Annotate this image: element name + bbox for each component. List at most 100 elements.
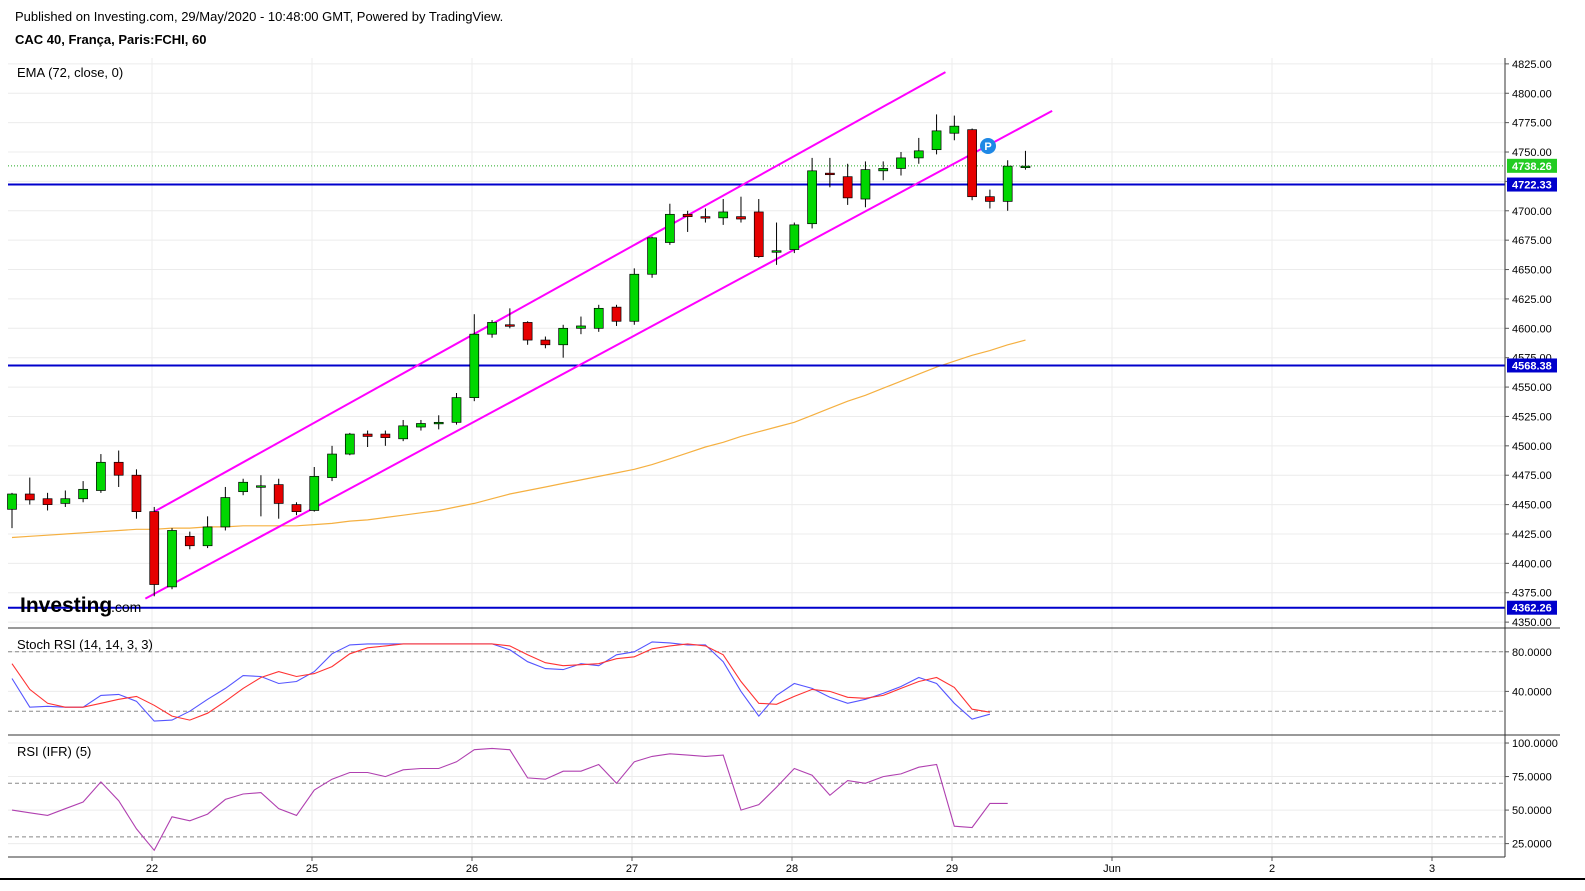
level-price-tag-text: 4722.33 <box>1512 180 1552 192</box>
x-tick-label: 2 <box>1269 863 1275 875</box>
candle-body <box>42 498 53 505</box>
candle-body <box>647 237 657 275</box>
y-tick-label: 25.0000 <box>1512 839 1552 851</box>
candle-body <box>273 484 284 504</box>
instrument-title: CAC 40, França, Paris:FCHI, 60 <box>15 32 207 47</box>
candle-body <box>967 129 977 198</box>
channel-upper-line <box>153 71 946 513</box>
pane-frames <box>0 58 1585 880</box>
candle-body <box>540 339 551 346</box>
candle-body <box>149 511 160 585</box>
y-tick-label: 4625.00 <box>1512 294 1552 306</box>
candle-body <box>913 150 924 159</box>
y-tick-label: 100.0000 <box>1512 738 1558 750</box>
y-tick-label: 4375.00 <box>1512 588 1552 600</box>
candle-body <box>558 327 569 346</box>
candle-body <box>1020 165 1031 168</box>
x-tick-label: 25 <box>306 863 318 875</box>
y-tick-label: 75.0000 <box>1512 772 1552 784</box>
stoch-rsi-line <box>11 643 990 721</box>
x-tick-label: 28 <box>786 863 798 875</box>
candle-body <box>949 125 960 134</box>
published-caption: Published on Investing.com, 29/May/2020 … <box>15 9 504 24</box>
candle-body <box>202 526 213 547</box>
candle-body <box>433 421 444 425</box>
candle-body <box>611 306 622 322</box>
candle-body <box>593 307 604 329</box>
y-tick-label: 4350.00 <box>1512 617 1552 629</box>
y-tick-label: 80.0000 <box>1512 647 1552 659</box>
candle-body <box>238 481 248 493</box>
chart-content <box>7 71 1505 852</box>
candle-body <box>629 273 640 322</box>
level-price-tag-text: 4568.38 <box>1512 360 1552 372</box>
svg-text:Investing: Investing <box>20 594 112 617</box>
level-price-tag-text: 4362.26 <box>1512 603 1552 615</box>
candle-body <box>807 170 817 225</box>
level-price-tag <box>1507 600 1557 615</box>
candle-body <box>789 224 800 250</box>
stoch-rsi-label: Stoch RSI (14, 14, 3, 3) <box>17 637 153 652</box>
y-tick-label: 40.0000 <box>1512 686 1552 698</box>
candle-body <box>184 535 195 547</box>
last-price-tag-text: 4738.26 <box>1512 161 1552 173</box>
ema-line <box>11 339 1026 539</box>
candle-body <box>504 324 515 327</box>
candle-body <box>24 493 35 501</box>
stoch-rsi-line <box>11 641 991 722</box>
y-tick-label: 4650.00 <box>1512 265 1552 277</box>
x-tick-label: 22 <box>146 863 158 875</box>
x-tick-label: 27 <box>626 863 638 875</box>
x-tick-label: Jun <box>1103 863 1121 875</box>
y-tick-label: 4450.00 <box>1512 500 1552 512</box>
level-price-tag <box>1507 358 1557 373</box>
candle-body <box>416 423 426 428</box>
candle-body <box>878 168 889 172</box>
candle-body <box>576 325 586 329</box>
y-tick-label: 4675.00 <box>1512 235 1552 247</box>
candle-body <box>362 433 373 437</box>
y-tick-label: 4700.00 <box>1512 206 1552 218</box>
x-tick-label: 26 <box>466 863 478 875</box>
y-tick-label: 4600.00 <box>1512 323 1552 335</box>
y-tick-label: 4750.00 <box>1512 147 1552 159</box>
candle-body <box>700 216 711 219</box>
candle-body <box>487 322 497 335</box>
candle-body <box>60 498 71 504</box>
candle-body <box>291 504 302 512</box>
candle-body <box>344 433 355 455</box>
candle-body <box>398 425 409 440</box>
x-tick-label: 3 <box>1429 863 1435 875</box>
candle-body <box>842 176 853 199</box>
y-tick-label: 4425.00 <box>1512 529 1552 541</box>
y-tick-label: 4500.00 <box>1512 441 1552 453</box>
x-tick-label: 29 <box>946 863 958 875</box>
price-axis: 22 25 26 27 28 29 Jun 2 3 4350.00 4375.00 4400.00 44… <box>146 59 1558 875</box>
channel-lower-line <box>144 110 1053 600</box>
ema-indicator-label: EMA (72, close, 0) <box>17 65 123 80</box>
last-price-tag <box>1507 158 1557 173</box>
svg-text:P: P <box>984 141 991 153</box>
candle-body <box>825 172 835 176</box>
y-tick-label: 4525.00 <box>1512 411 1552 423</box>
y-tick-label: 4825.00 <box>1512 59 1552 71</box>
candle-body <box>931 130 942 151</box>
candle-body <box>220 497 231 528</box>
candle-body <box>718 211 729 219</box>
candle-body <box>78 488 88 500</box>
candle-body <box>522 322 533 341</box>
candle-body <box>7 493 17 510</box>
candle-body <box>96 461 106 491</box>
y-tick-label: 4800.00 <box>1512 88 1552 100</box>
y-tick-label: 50.0000 <box>1512 805 1552 817</box>
candle-body <box>131 474 142 512</box>
candle-body <box>860 169 871 200</box>
candle-body <box>469 333 480 398</box>
pivot-marker-icon[interactable]: P <box>980 138 996 154</box>
candle-body <box>451 397 462 423</box>
rsi-label: RSI (IFR) (5) <box>17 744 91 759</box>
candle-body <box>380 433 391 438</box>
candle-body <box>309 476 320 511</box>
candle-body <box>896 157 906 169</box>
